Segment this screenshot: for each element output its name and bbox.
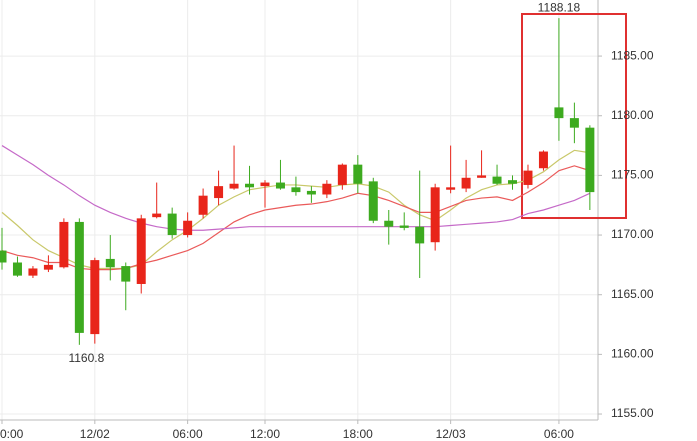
candle-body	[523, 170, 533, 185]
candle-body	[152, 213, 162, 218]
candle-body	[569, 118, 579, 128]
candle-body	[43, 264, 53, 270]
candle-body	[322, 183, 332, 195]
candle-body	[28, 268, 38, 276]
candle-body	[260, 182, 270, 187]
candle-body	[0, 250, 7, 263]
candle-body	[477, 175, 487, 178]
candle-body	[538, 151, 548, 169]
x-tick-label: 12/03	[436, 427, 466, 441]
y-tick-label: 1165.00	[611, 287, 654, 301]
candle-body	[74, 221, 84, 333]
ma-line	[1, 165, 591, 271]
candle-body	[492, 176, 502, 184]
candle-body	[90, 260, 100, 335]
max-annotation: 1188.18	[538, 0, 581, 14]
y-tick-label: 1170.00	[611, 227, 654, 241]
candle-body	[214, 186, 224, 199]
min-annotation: 1160.8	[68, 351, 104, 365]
candle-body	[136, 218, 146, 284]
candle-body	[105, 258, 115, 268]
y-tick-label: 1175.00	[611, 168, 654, 182]
candle-body	[353, 164, 363, 184]
candle-body	[291, 187, 301, 193]
x-tick-label: 18:00	[343, 427, 373, 441]
candle-body	[446, 187, 456, 190]
candle-body	[368, 181, 378, 221]
y-tick-label: 1155.00	[611, 406, 654, 420]
x-tick-label: 06:00	[173, 427, 203, 441]
candle-body	[508, 180, 518, 184]
candle-body	[415, 226, 425, 244]
candle-body	[121, 266, 131, 282]
candle-body	[245, 183, 255, 188]
candle-body	[585, 127, 595, 193]
candle-body	[12, 262, 22, 276]
candle-body	[461, 177, 471, 189]
y-tick-label: 1185.00	[611, 48, 654, 62]
x-tick-label: 12/02	[80, 427, 110, 441]
highlight-box	[521, 13, 627, 219]
candle-body	[275, 182, 285, 189]
candle-body	[183, 220, 193, 236]
candle-body	[59, 221, 69, 268]
candle-body	[384, 220, 394, 227]
candle-body	[399, 225, 409, 228]
y-tick-label: 1180.00	[611, 108, 654, 122]
candle-body	[198, 195, 208, 215]
candle-body	[306, 190, 316, 195]
candle-body	[167, 213, 177, 236]
ma-line	[1, 149, 590, 270]
ma-line	[1, 145, 591, 231]
candle-body	[337, 164, 347, 185]
candle-body	[554, 107, 564, 119]
x-tick-label: 0:00	[0, 427, 24, 441]
x-tick-label: 12:00	[250, 427, 280, 441]
x-tick-label: 06:00	[544, 427, 574, 441]
y-tick-label: 1160.00	[611, 347, 654, 361]
candle-body	[229, 183, 239, 189]
candle-body	[430, 187, 440, 243]
